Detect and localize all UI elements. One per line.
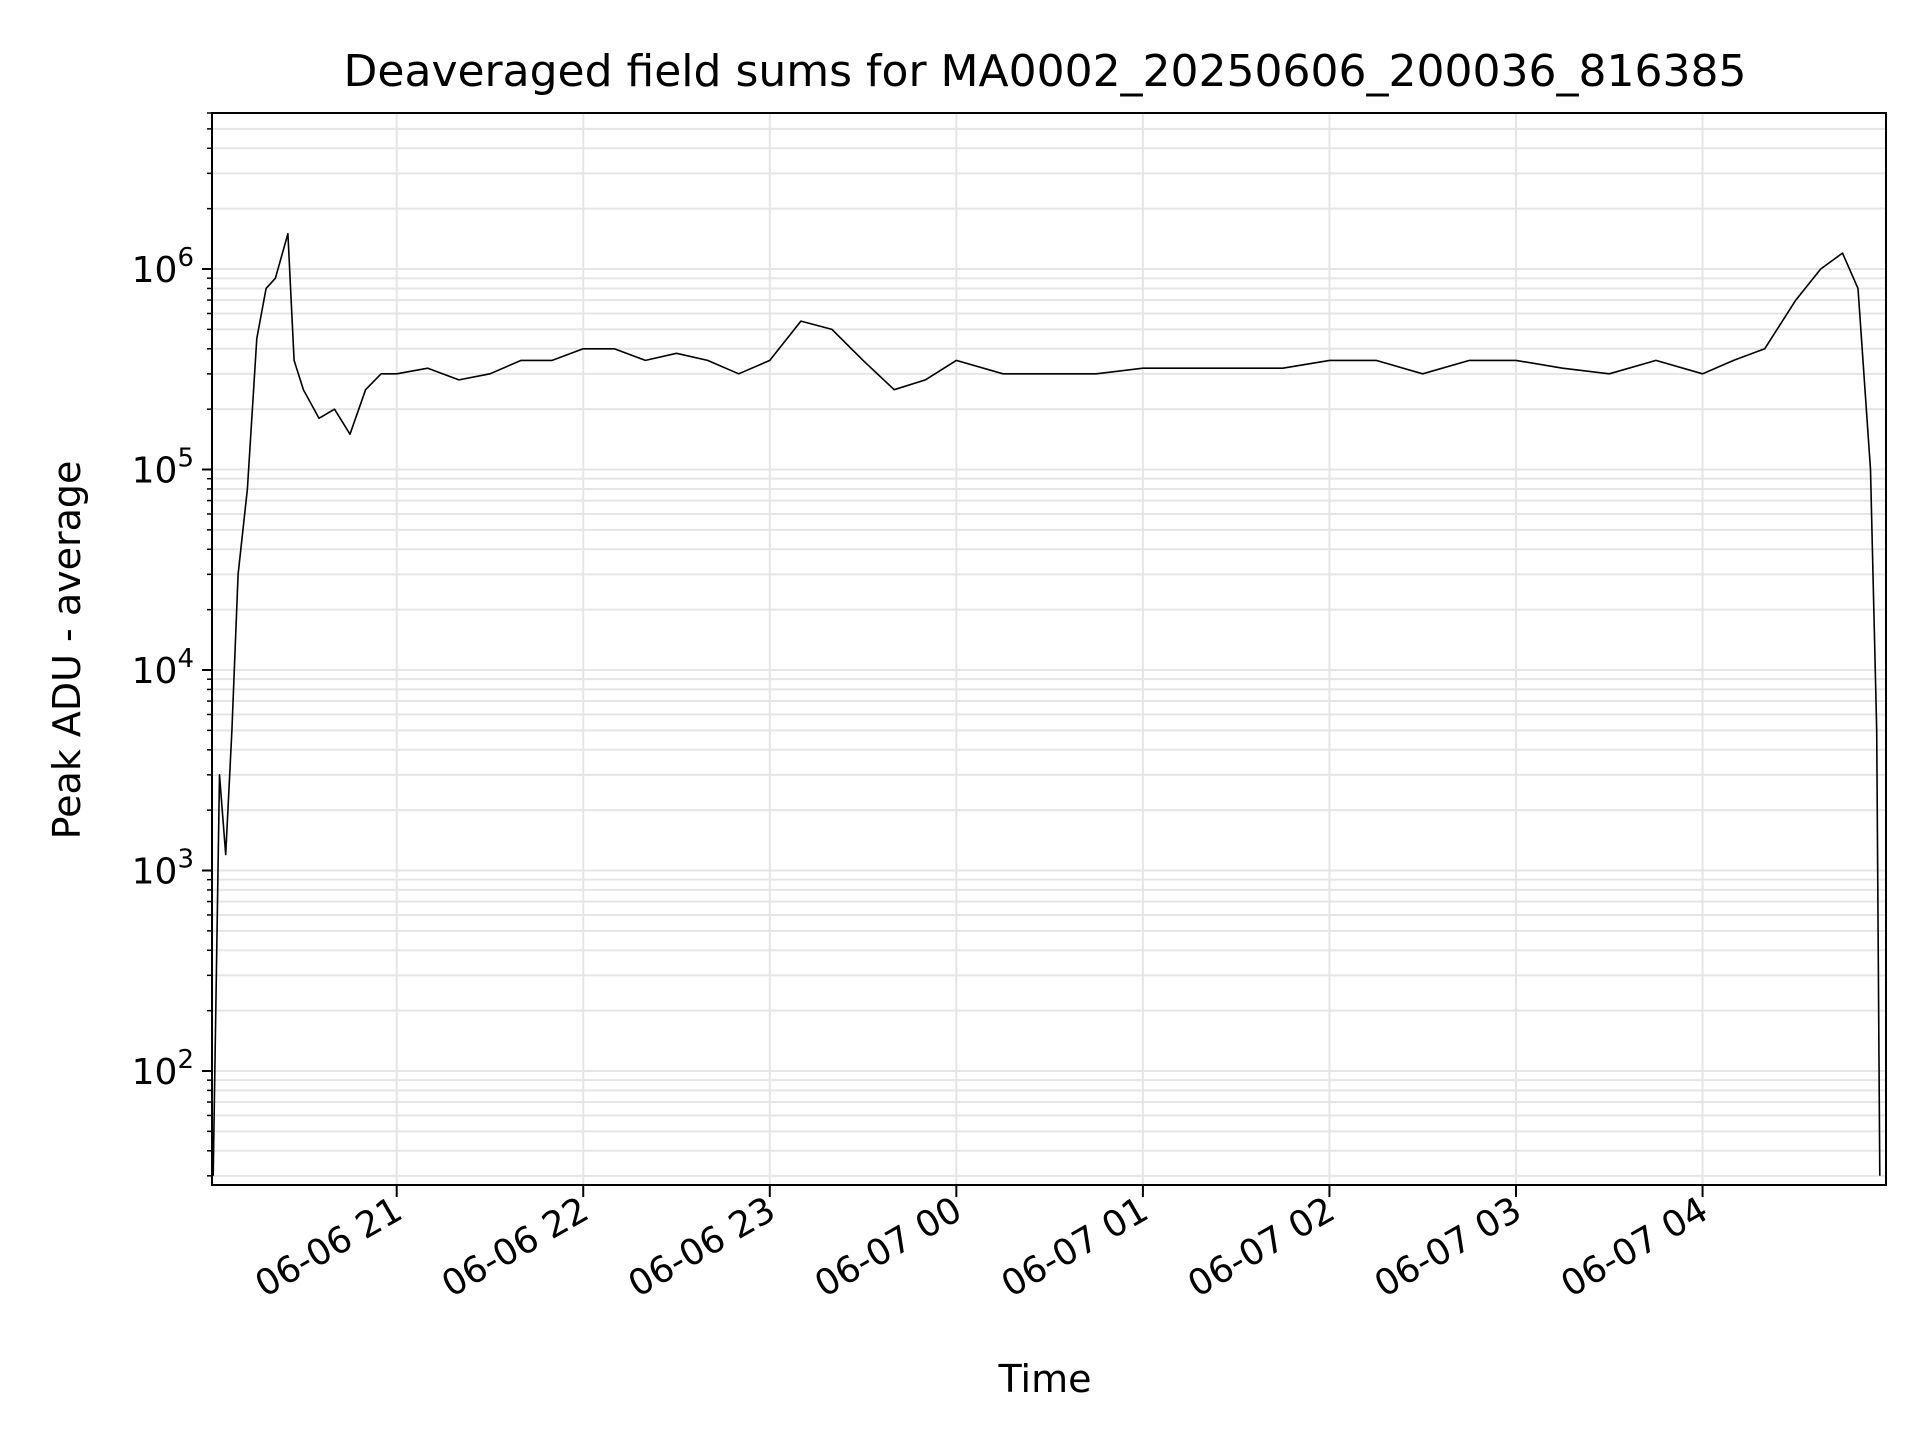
grid [212, 112, 1886, 1185]
x-axis-label: Time [998, 1357, 1092, 1401]
y-tick-label: 103 [132, 844, 194, 892]
series-group [212, 232, 1881, 1176]
y-tick-label: 104 [132, 644, 194, 692]
y-tick-label: 102 [132, 1045, 194, 1093]
plot-frame [211, 112, 1887, 1186]
series-line [212, 232, 1881, 1176]
y-tick-label: 105 [132, 444, 194, 492]
chart-title: Deaveraged field sums for MA0002_2025060… [344, 46, 1747, 97]
y-tick-label: 106 [132, 243, 194, 291]
y-axis-label: Peak ADU - average [45, 461, 89, 840]
